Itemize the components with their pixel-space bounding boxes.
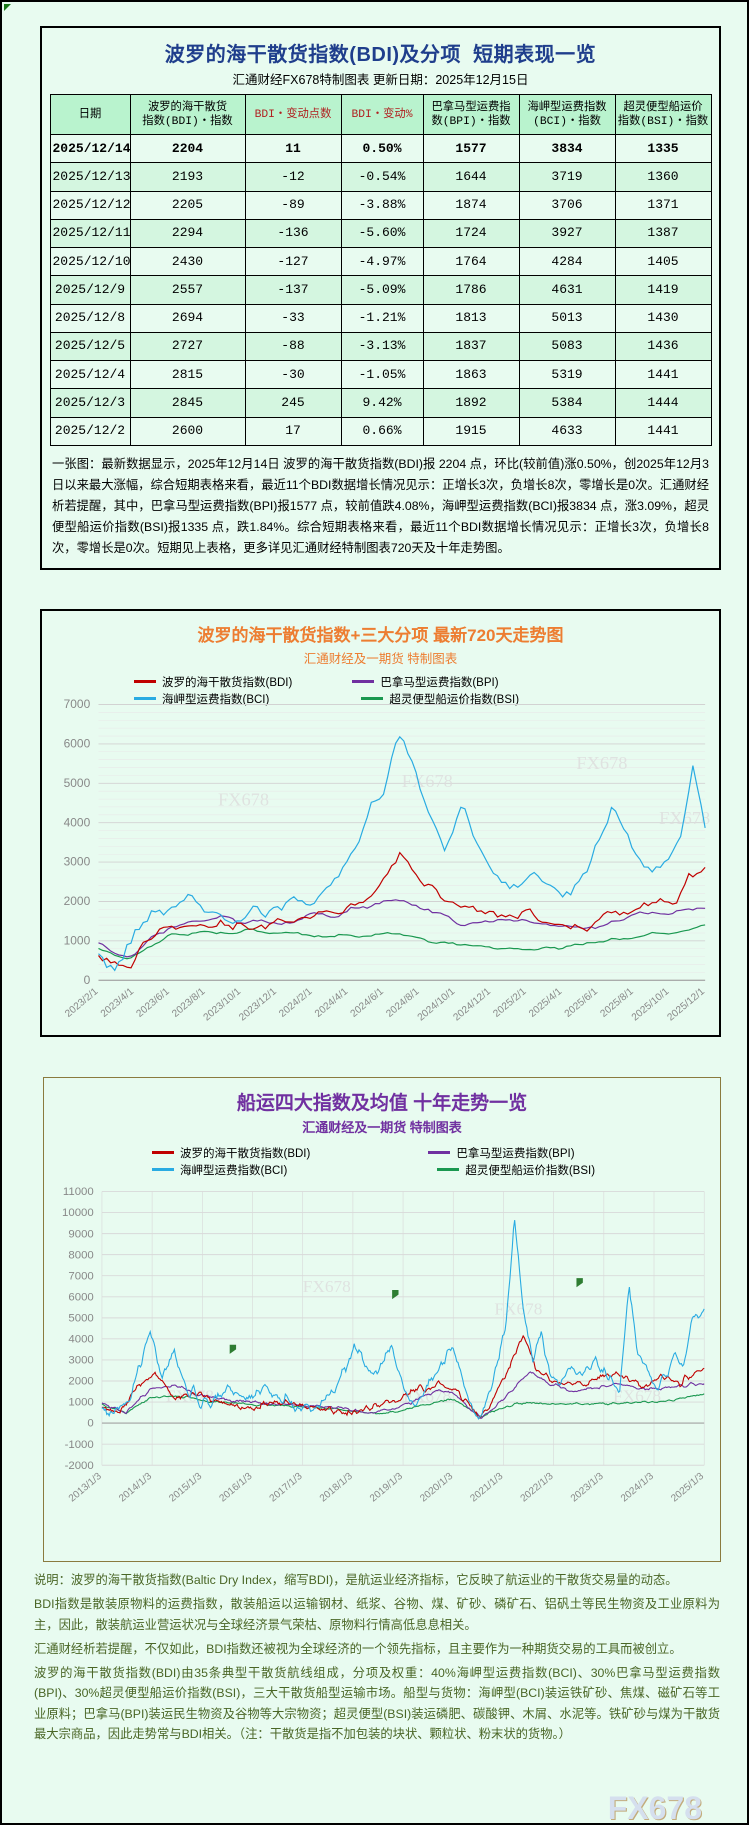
svg-text:6000: 6000 <box>64 737 91 751</box>
svg-text:8000: 8000 <box>68 1249 93 1261</box>
svg-text:2023/6/1: 2023/6/1 <box>135 986 173 1020</box>
svg-text:7000: 7000 <box>64 699 91 711</box>
svg-text:2025/12/1: 2025/12/1 <box>666 986 708 1024</box>
svg-text:2024/4/1: 2024/4/1 <box>313 986 351 1020</box>
svg-text:2023/4/1: 2023/4/1 <box>99 986 137 1020</box>
svg-text:2018/1/3: 2018/1/3 <box>318 1471 355 1505</box>
svg-text:2024/2/1: 2024/2/1 <box>277 986 315 1020</box>
svg-text:2025/2/1: 2025/2/1 <box>491 986 529 1020</box>
svg-text:2025/6/1: 2025/6/1 <box>563 986 601 1020</box>
svg-text:1000: 1000 <box>64 934 91 948</box>
svg-text:2000: 2000 <box>68 1376 93 1388</box>
svg-text:2024/10/1: 2024/10/1 <box>416 986 458 1024</box>
svg-text:5000: 5000 <box>64 776 91 790</box>
svg-text:2000: 2000 <box>64 894 91 908</box>
svg-text:FX678: FX678 <box>576 753 627 773</box>
svg-text:2023/1/3: 2023/1/3 <box>569 1471 606 1505</box>
svg-text:2024/1/3: 2024/1/3 <box>619 1471 656 1505</box>
svg-text:4000: 4000 <box>64 815 91 829</box>
svg-text:5000: 5000 <box>68 1313 93 1325</box>
svg-text:2022/1/3: 2022/1/3 <box>519 1471 556 1505</box>
svg-text:6000: 6000 <box>68 1291 93 1303</box>
svg-text:7000: 7000 <box>68 1270 93 1282</box>
svg-text:2015/1/3: 2015/1/3 <box>167 1471 204 1505</box>
svg-text:1000: 1000 <box>68 1397 93 1409</box>
svg-text:FX678: FX678 <box>494 1300 542 1319</box>
svg-text:3000: 3000 <box>68 1355 93 1367</box>
svg-text:0: 0 <box>87 1418 93 1430</box>
svg-text:2014/1/3: 2014/1/3 <box>117 1471 154 1505</box>
svg-text:2013/1/3: 2013/1/3 <box>67 1471 104 1505</box>
svg-text:2017/1/3: 2017/1/3 <box>268 1471 305 1505</box>
svg-text:0: 0 <box>84 973 91 987</box>
svg-text:FX678: FX678 <box>303 1277 351 1296</box>
svg-text:2025/10/1: 2025/10/1 <box>630 986 672 1024</box>
svg-text:9000: 9000 <box>68 1228 93 1240</box>
svg-text:2024/12/1: 2024/12/1 <box>451 986 493 1024</box>
svg-text:FX678: FX678 <box>402 771 453 791</box>
svg-text:2024/6/1: 2024/6/1 <box>349 986 387 1020</box>
svg-text:4000: 4000 <box>68 1333 93 1345</box>
svg-text:2021/1/3: 2021/1/3 <box>468 1471 505 1505</box>
svg-text:2025/1/3: 2025/1/3 <box>669 1471 706 1505</box>
svg-text:-1000: -1000 <box>65 1439 94 1451</box>
svg-text:2016/1/3: 2016/1/3 <box>217 1471 254 1505</box>
svg-text:2023/2/1: 2023/2/1 <box>63 986 101 1020</box>
svg-text:2025/4/1: 2025/4/1 <box>527 986 565 1020</box>
svg-text:2019/1/3: 2019/1/3 <box>368 1471 405 1505</box>
svg-text:2020/1/3: 2020/1/3 <box>418 1471 455 1505</box>
svg-text:11000: 11000 <box>63 1186 94 1198</box>
svg-text:10000: 10000 <box>62 1207 94 1219</box>
svg-text:FX678: FX678 <box>218 790 269 810</box>
svg-text:3000: 3000 <box>64 855 91 869</box>
svg-text:-2000: -2000 <box>65 1460 94 1472</box>
svg-text:2023/12/1: 2023/12/1 <box>237 986 279 1024</box>
svg-text:2023/10/1: 2023/10/1 <box>202 986 244 1024</box>
